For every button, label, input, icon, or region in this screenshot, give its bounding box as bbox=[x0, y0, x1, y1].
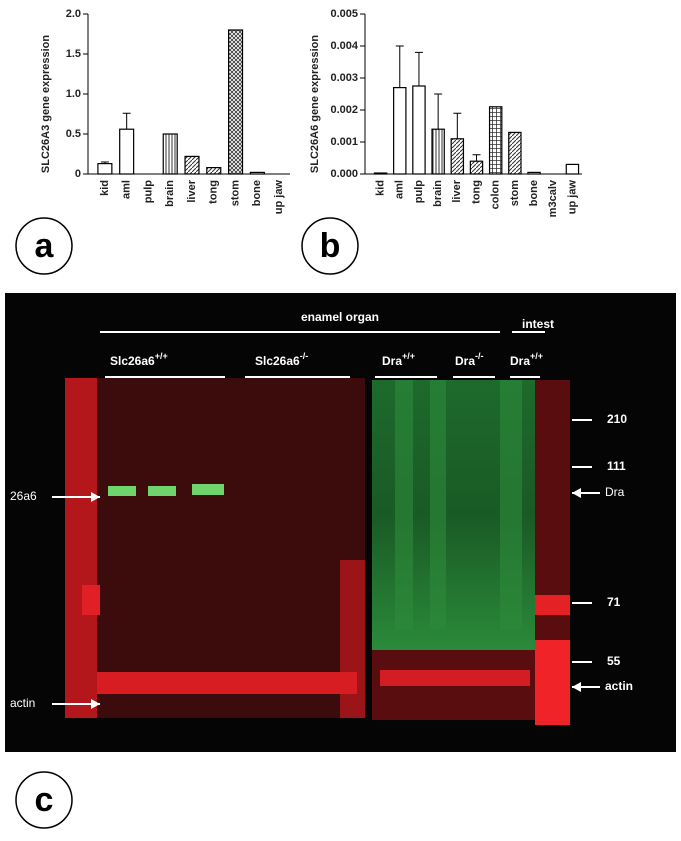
x-tick-label: stom bbox=[229, 180, 241, 207]
western-blot bbox=[5, 293, 676, 752]
bar bbox=[184, 155, 200, 175]
x-tick-label: liver bbox=[186, 179, 198, 202]
x-tick-label: m3calv bbox=[547, 179, 559, 217]
error-bar bbox=[122, 112, 131, 130]
y-tick-label: 0.000 bbox=[330, 168, 358, 180]
panel-label: a bbox=[35, 227, 55, 265]
y-tick-label: 0.001 bbox=[330, 136, 358, 148]
x-tick-label: bone bbox=[251, 180, 263, 206]
blot-header: enamel organ bbox=[301, 310, 379, 324]
marker-label: 55 bbox=[607, 654, 621, 668]
bar bbox=[97, 163, 113, 175]
blot-label: 26a6 bbox=[10, 489, 37, 503]
bar bbox=[412, 85, 426, 175]
error-bar bbox=[453, 112, 462, 139]
bar bbox=[469, 160, 484, 175]
x-tick-label: bone bbox=[528, 180, 540, 206]
x-tick-label: brain bbox=[164, 180, 176, 207]
x-tick-label: brain bbox=[432, 180, 444, 207]
y-tick-label: 0.5 bbox=[66, 128, 81, 140]
bar bbox=[227, 29, 244, 175]
bar bbox=[162, 133, 178, 175]
bar bbox=[450, 138, 465, 175]
group-label: Dra+/+ bbox=[510, 351, 543, 368]
y-tick-label: 1.5 bbox=[66, 48, 81, 60]
x-tick-label: tong bbox=[470, 180, 482, 204]
blot-label: actin bbox=[605, 679, 633, 693]
bar bbox=[206, 167, 222, 175]
bar bbox=[249, 171, 265, 175]
bar bbox=[393, 86, 407, 175]
marker-label: 111 bbox=[607, 459, 626, 473]
y-tick-label: 0.002 bbox=[330, 104, 358, 116]
x-tick-label: tong bbox=[208, 180, 220, 204]
blot-label: actin bbox=[10, 696, 35, 710]
y-tick-label: 0.004 bbox=[330, 40, 358, 52]
panel-label: b bbox=[320, 227, 341, 265]
error-bar bbox=[100, 161, 109, 164]
group-label: Slc26a6-/- bbox=[255, 351, 308, 368]
x-tick-label: kid bbox=[99, 180, 111, 196]
blot-label: Dra bbox=[605, 485, 625, 499]
x-tick-label: kid bbox=[374, 180, 386, 196]
y-axis-title: SLC26A3 gene expression bbox=[40, 35, 52, 173]
marker-label: 71 bbox=[607, 595, 621, 609]
bar bbox=[431, 128, 445, 175]
y-tick-label: 2.0 bbox=[66, 8, 81, 20]
y-tick-label: 0.005 bbox=[330, 8, 358, 20]
y-tick-label: 0.003 bbox=[330, 72, 358, 84]
x-tick-label: up jaw bbox=[273, 180, 285, 215]
bar bbox=[527, 171, 541, 175]
bar bbox=[373, 172, 388, 175]
x-tick-label: stom bbox=[509, 180, 521, 207]
marker-label: 210 bbox=[607, 412, 627, 426]
bar bbox=[119, 128, 135, 175]
x-tick-label: aml bbox=[394, 180, 406, 199]
y-axis-title: SLC26A6 gene expression bbox=[309, 35, 321, 173]
error-bar bbox=[395, 45, 404, 88]
error-bar bbox=[472, 154, 481, 162]
bar bbox=[508, 131, 522, 175]
panel-labels bbox=[15, 217, 359, 829]
x-tick-label: liver bbox=[451, 179, 463, 202]
x-tick-label: pulp bbox=[142, 180, 154, 203]
x-tick-label: pulp bbox=[413, 180, 425, 203]
error-bar bbox=[434, 93, 443, 130]
group-label: Slc26a6+/+ bbox=[110, 351, 168, 368]
blot-header: intest bbox=[522, 317, 554, 331]
y-tick-label: 0 bbox=[75, 168, 81, 180]
x-tick-label: aml bbox=[121, 180, 133, 199]
bar bbox=[488, 106, 503, 175]
x-tick-label: colon bbox=[490, 180, 502, 210]
bar bbox=[565, 163, 580, 175]
x-tick-label: up jaw bbox=[566, 180, 578, 215]
panel-label: c bbox=[35, 781, 54, 819]
y-tick-label: 1.0 bbox=[66, 88, 81, 100]
group-label: Dra+/+ bbox=[382, 351, 415, 368]
group-label: Dra-/- bbox=[455, 351, 484, 368]
error-bar bbox=[414, 51, 423, 86]
